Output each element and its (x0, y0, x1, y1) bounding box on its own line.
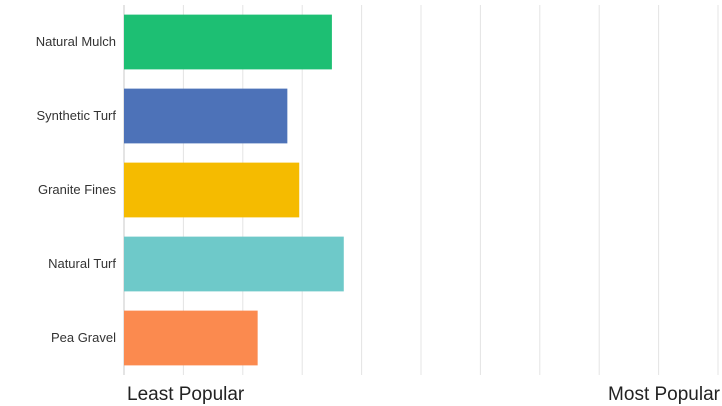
bars (124, 14, 344, 366)
category-labels: Natural Mulch Synthetic Turf Granite Fines… (36, 34, 117, 345)
category-label: Granite Fines (38, 182, 117, 197)
bar-natural-turf (124, 236, 344, 292)
x-axis-left-label: Least Popular (127, 384, 245, 405)
x-axis-right-label: Most Popular (608, 384, 721, 405)
bar-granite-fines (124, 162, 300, 218)
category-label: Synthetic Turf (37, 108, 117, 123)
category-label: Natural Turf (48, 256, 116, 271)
category-label: Pea Gravel (51, 330, 116, 345)
bar-synthetic-turf (124, 88, 288, 144)
bar-natural-mulch (124, 14, 332, 70)
category-label: Natural Mulch (36, 34, 116, 49)
bar-pea-gravel (124, 310, 258, 366)
